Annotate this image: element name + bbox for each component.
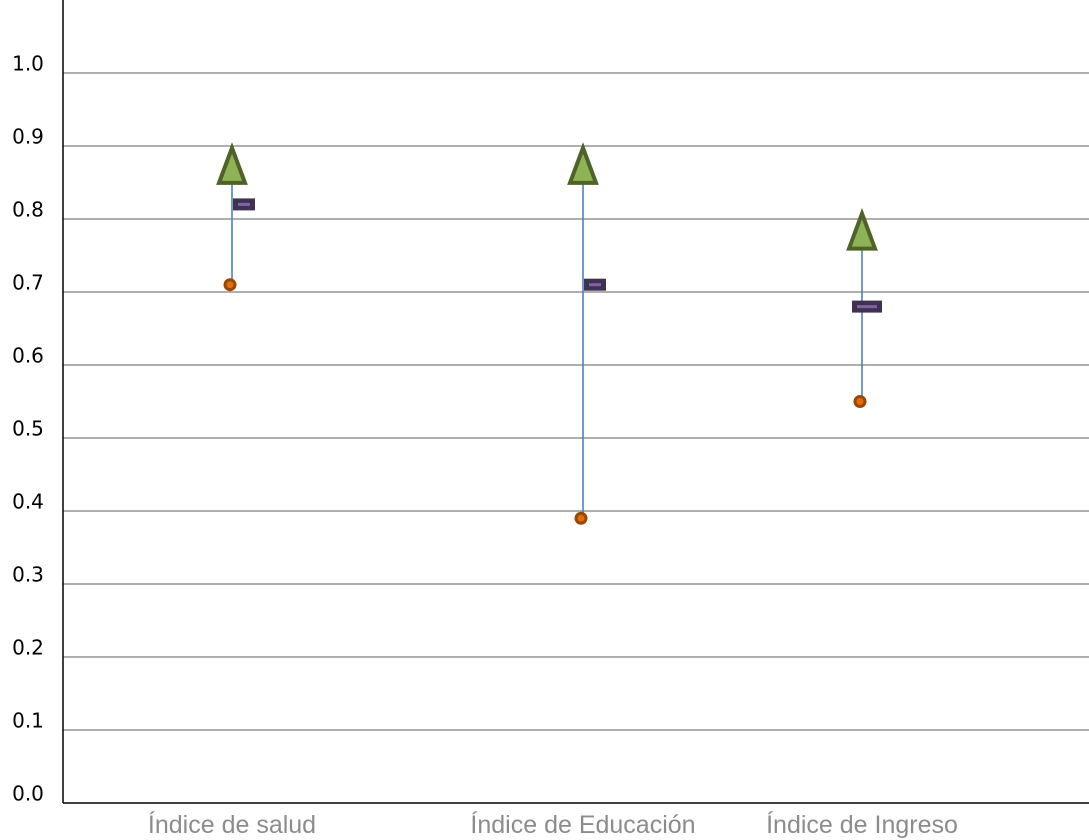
y-tick-label: 0.2	[12, 636, 44, 660]
y-tick-label: 0.8	[12, 198, 44, 222]
y-tick-label: 0.0	[12, 782, 44, 806]
circle-marker	[853, 395, 867, 408]
triangle-marker	[216, 142, 248, 185]
x-tick-label: Índice de Ingreso	[766, 810, 958, 839]
y-axis-tick-labels: 0.0 0.1 0.2 0.3 0.4 0.5 0.6 0.7 0.8 0.9 1.0	[12, 52, 44, 806]
y-tick-label: 0.6	[12, 344, 44, 368]
y-tick-label: 0.1	[12, 709, 44, 733]
y-tick-label: 0.5	[12, 417, 44, 441]
y-tick-label: 0.3	[12, 563, 44, 587]
y-tick-label: 0.4	[12, 490, 44, 514]
triangle-marker	[567, 142, 599, 185]
x-tick-label: Índice de Educación	[470, 810, 695, 839]
circle-marker	[223, 278, 237, 292]
circle-marker	[574, 511, 588, 525]
x-tick-label: Índice de salud	[148, 810, 316, 839]
y-tick-label: 0.9	[12, 125, 44, 149]
y-tick-label: 0.7	[12, 271, 44, 295]
triangle-marker	[846, 207, 878, 251]
y-tick-label: 1.0	[12, 52, 44, 76]
x-axis-tick-labels: Índice de salud Índice de Educación Índice…	[148, 810, 958, 839]
plot-marks	[216, 142, 882, 525]
gridlines	[63, 72, 1089, 731]
